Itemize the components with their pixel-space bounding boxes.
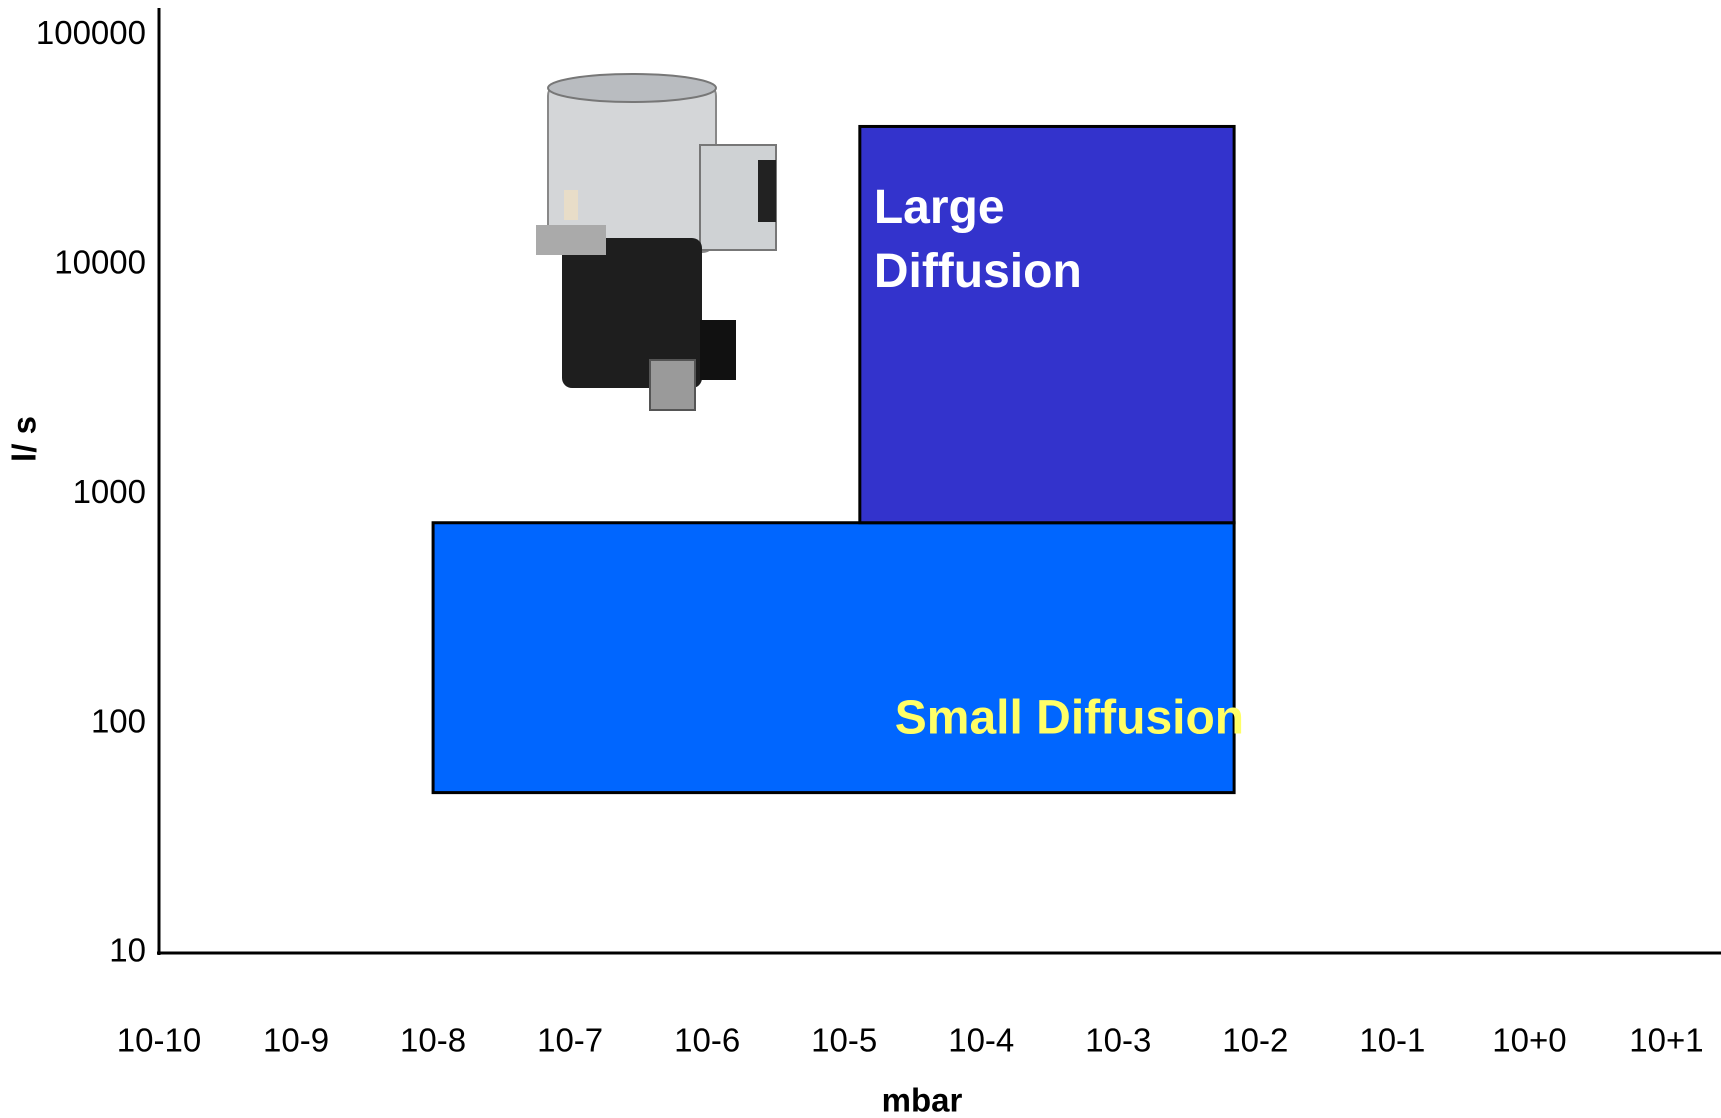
x-tick-label: 10-4 (948, 1022, 1014, 1059)
pump-picture (536, 73, 777, 411)
range-box (858, 124, 1236, 525)
x-tick-label: 10+0 (1492, 1022, 1566, 1059)
x-tick-label: 10+1 (1629, 1022, 1703, 1059)
y-tick-label: 100 (91, 702, 146, 739)
x-tick-label: 10-2 (1222, 1022, 1288, 1059)
x-tick-label: 10-3 (1085, 1022, 1151, 1059)
x-axis-label: mbar (882, 1082, 963, 1118)
x-tick-label: 10-6 (674, 1022, 740, 1059)
range-box (431, 521, 1236, 795)
x-tick-label: 10-9 (263, 1022, 329, 1059)
range-label: Large Diffusion (873, 181, 1082, 299)
range-label-box: Large Diffusion (873, 181, 1082, 299)
y-tick-label: 100000 (36, 14, 146, 51)
x-tick-label: 10-5 (811, 1022, 877, 1059)
range-label: Small Diffusion (895, 691, 1244, 744)
y-tick-label: 10000 (54, 243, 146, 280)
x-tick-label: 10-7 (537, 1022, 603, 1059)
x-tick-label: 10-10 (117, 1022, 201, 1059)
x-tick-label: 10-8 (400, 1022, 466, 1059)
x-tick-label: 10-1 (1359, 1022, 1425, 1059)
y-tick-label: 1000 (73, 473, 146, 510)
y-tick-label: 10 (109, 932, 146, 969)
y-axis-label: l/ s (6, 416, 43, 462)
